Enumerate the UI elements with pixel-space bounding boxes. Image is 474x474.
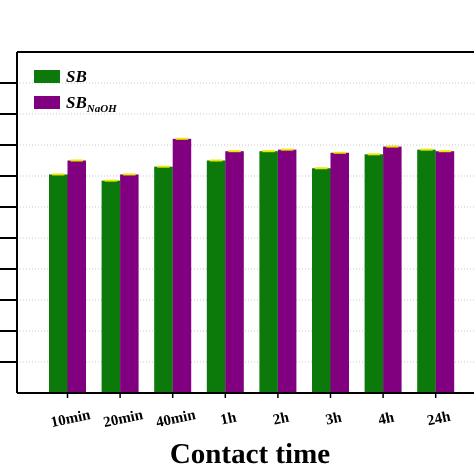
- x-tick-label: 2h: [272, 409, 291, 428]
- bar-sb-naoh-10min: [67, 160, 86, 393]
- x-axis-title: Contact time: [170, 438, 330, 470]
- legend: SB SBNaOH: [34, 67, 117, 115]
- bar-sb-naoh-1h: [225, 151, 244, 393]
- legend-label-sb-naoh: SBNaOH: [66, 93, 117, 115]
- legend-label-sb: SB: [66, 67, 87, 86]
- bar-sb-1h: [206, 160, 226, 393]
- x-tick-label: 1h: [219, 409, 238, 428]
- x-tick-label: 4h: [377, 409, 396, 428]
- bar-sb-naoh-24h: [435, 151, 455, 393]
- bars: [49, 137, 455, 393]
- x-tick-label: 10min: [49, 407, 92, 431]
- axes: [16, 51, 474, 394]
- bar-sb-naoh-40min: [172, 138, 192, 393]
- x-tick-label: 3h: [324, 409, 343, 428]
- bar-sb-24h: [417, 149, 436, 393]
- bar-sb-naoh-2h: [277, 149, 297, 393]
- bar-sb-naoh-20min: [120, 174, 139, 393]
- x-tick-label: 20min: [102, 407, 145, 431]
- bar-sb-3h: [312, 168, 331, 393]
- bar-sb-4h: [364, 154, 384, 393]
- bar-sb-2h: [259, 151, 278, 393]
- x-tick-label: 40min: [155, 407, 198, 431]
- legend-label-sb-naoh-sub: NaOH: [86, 103, 117, 115]
- legend-label-sb-naoh-base: SB: [66, 93, 87, 112]
- legend-swatch-sb-naoh: [34, 96, 60, 109]
- grid-lines: [17, 82, 474, 363]
- bar-sb-20min: [101, 180, 121, 393]
- bar-sb-naoh-3h: [330, 152, 349, 393]
- x-tick-label: 24h: [426, 409, 453, 430]
- legend-swatch-sb: [34, 70, 60, 83]
- bar-sb-10min: [49, 174, 68, 393]
- bar-sb-40min: [154, 166, 173, 393]
- bar-sb-naoh-4h: [383, 146, 402, 393]
